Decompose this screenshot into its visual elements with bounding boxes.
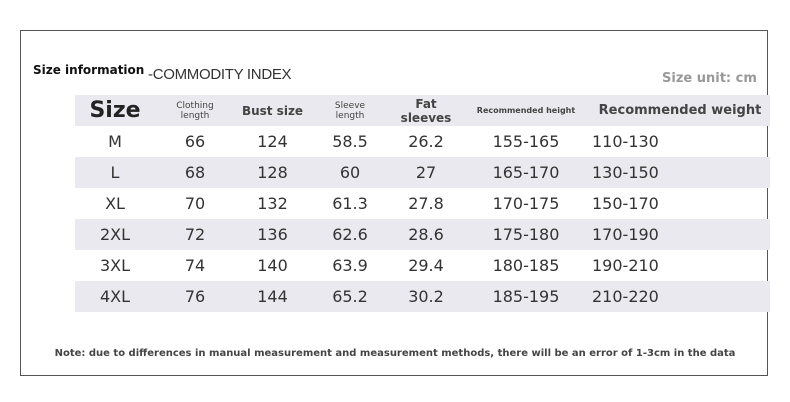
table-cell: 185-195: [462, 281, 590, 312]
table-cell: 210-220: [590, 281, 770, 312]
table-row: 3XL 74 140 63.9 29.4 180-185 190-210: [75, 250, 770, 281]
table-cell: 132: [257, 194, 288, 213]
table-cell: M: [108, 132, 122, 151]
note: Note: due to differences in manual measu…: [54, 348, 736, 359]
table-cell: 72: [155, 219, 235, 250]
table-cell: 60: [310, 157, 390, 188]
table-cell: 165-170: [462, 157, 590, 188]
table-cell: 140: [257, 256, 288, 275]
column-header: Sleeve length: [310, 95, 390, 126]
table-cell: 155-165: [492, 132, 560, 151]
subtitle: -COMMODITY INDEX: [148, 66, 292, 83]
table-cell: 3XL: [99, 256, 131, 275]
table-cell: 130-150: [590, 157, 770, 188]
table-row: M 66 124 58.5 26.2 155-165 110-130: [75, 126, 770, 157]
table-cell: 27.8: [408, 194, 444, 213]
column-header: Recommended weight: [590, 95, 770, 126]
table-cell: 128: [235, 157, 310, 188]
column-header: Bust size: [235, 95, 310, 126]
header-row: Size Clothing length Bust size Sleeve lengt…: [75, 95, 770, 126]
table-cell: 68: [155, 157, 235, 188]
column-header: Recommended height: [462, 95, 590, 126]
size-table: Size Clothing length Bust size Sleeve lengt…: [75, 95, 770, 312]
table-cell: 26.2: [408, 132, 444, 151]
table-cell: 190-210: [592, 256, 659, 275]
column-header: Size: [75, 95, 155, 126]
table-cell: 66: [184, 132, 206, 151]
table-cell: 170-175: [492, 194, 560, 213]
table-cell: 70: [184, 194, 206, 213]
table-cell: 2XL: [75, 219, 155, 250]
table-cell: 61.3: [332, 194, 368, 213]
table-row: L 68 128 60 27 165-170 130-150: [75, 157, 770, 188]
table-cell: 63.9: [332, 256, 368, 275]
table-row: XL 70 132 61.3 27.8 170-175 150-170: [75, 188, 770, 219]
column-header: Fat sleeves: [390, 95, 462, 126]
table-cell: 144: [235, 281, 310, 312]
table-cell: 150-170: [592, 194, 659, 213]
table-cell: 74: [184, 256, 206, 275]
table-cell: 175-180: [462, 219, 590, 250]
title: Size information: [33, 63, 145, 77]
table-cell: 110-130: [592, 132, 659, 151]
table-cell: XL: [105, 194, 125, 213]
table-cell: L: [75, 157, 155, 188]
table-cell: 136: [235, 219, 310, 250]
table-cell: 28.6: [390, 219, 462, 250]
table-cell: 29.4: [408, 256, 444, 275]
table-row: 2XL 72 136 62.6 28.6 175-180 170-190: [75, 219, 770, 250]
table-cell: 65.2: [310, 281, 390, 312]
table-cell: 58.5: [332, 132, 368, 151]
frame: [20, 30, 768, 376]
table-cell: 124: [257, 132, 288, 151]
table-cell: 4XL: [75, 281, 155, 312]
table-cell: 62.6: [310, 219, 390, 250]
table-cell: 170-190: [590, 219, 770, 250]
table-cell: 30.2: [390, 281, 462, 312]
table-cell: 27: [390, 157, 462, 188]
table-cell: 76: [155, 281, 235, 312]
table-cell: 180-185: [492, 256, 560, 275]
table-row: 4XL 76 144 65.2 30.2 185-195 210-220: [75, 281, 770, 312]
unit: Size unit: cm: [662, 71, 757, 86]
column-header: Clothing length: [155, 95, 235, 126]
